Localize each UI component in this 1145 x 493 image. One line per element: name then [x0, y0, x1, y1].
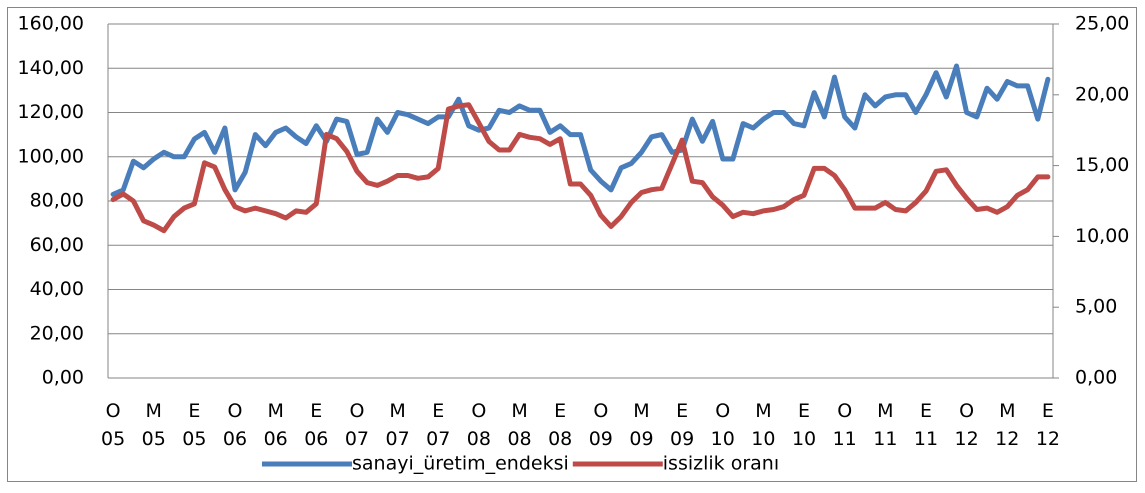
x-tick-label: O 10 [711, 400, 735, 450]
x-tick-label-line: 09 [629, 428, 653, 450]
x-tick-label-line: E [676, 400, 688, 422]
x-tick-label: O 12 [955, 400, 979, 450]
x-tick-label-line: M [877, 400, 893, 422]
y-tick-label: 60,00 [30, 234, 84, 256]
y-tick-label: 20,00 [30, 322, 84, 344]
x-tick-label-line: 06 [304, 428, 328, 450]
y2-tick-label: 15,00 [1075, 154, 1129, 176]
x-tick-label: E 11 [914, 400, 938, 450]
x-tick-label-line: 10 [751, 428, 775, 450]
y-tick-label: 100,00 [18, 145, 84, 167]
x-tick-label: O 08 [467, 400, 491, 450]
series-line [110, 63, 1051, 197]
x-tick-label-line: M [511, 400, 527, 422]
x-tick-label-line: 08 [467, 428, 491, 450]
y-tick-label: 120,00 [18, 101, 84, 123]
x-tick-label: E 09 [670, 400, 694, 450]
x-tick-label: O 05 [101, 400, 125, 450]
x-tick-label: E 06 [304, 400, 328, 450]
x-tick-label: M 06 [264, 400, 288, 450]
x-tick-label-line: M [146, 400, 162, 422]
x-tick-label: O 11 [833, 400, 857, 450]
x-tick-label-line: O [593, 400, 608, 422]
y2-tick-label: 5,00 [1075, 296, 1117, 318]
x-tick-label: O 06 [223, 400, 247, 450]
x-tick-label-line: 06 [264, 428, 288, 450]
x-tick-label-line: 07 [426, 428, 450, 450]
x-tick-label-line: 05 [182, 428, 206, 450]
legend-label: issizlik oranı [663, 453, 779, 475]
x-tick-label-line: E [310, 400, 322, 422]
y2-tick-label: 20,00 [1075, 83, 1129, 105]
x-tick-label: M 12 [995, 400, 1019, 450]
x-tick-label: E 05 [182, 400, 206, 450]
y-tick-label: 140,00 [18, 57, 84, 79]
y2-tick-label: 25,00 [1075, 13, 1129, 35]
x-tick-label: M 05 [142, 400, 166, 450]
series-line [110, 102, 1051, 234]
x-tick-label-line: E [798, 400, 810, 422]
x-tick-label: E 07 [426, 400, 450, 450]
x-tick-label-line: O [106, 400, 121, 422]
y-tick-label: 40,00 [30, 278, 84, 300]
x-tick-label-line: 12 [995, 428, 1019, 450]
x-tick-label-line: M [267, 400, 283, 422]
x-tick-label-line: 07 [345, 428, 369, 450]
x-tick-label-line: 11 [833, 428, 857, 450]
y-tick-label: 160,00 [18, 13, 84, 35]
x-tick-label-line: E [188, 400, 200, 422]
legend-label: sanayi_üretim_endeksi [352, 453, 569, 475]
x-tick-label-line: 08 [507, 428, 531, 450]
x-tick-label: M 07 [386, 400, 410, 450]
x-tick-label-line: 10 [711, 428, 735, 450]
x-tick-label-line: 12 [1036, 428, 1060, 450]
x-tick-label-line: 11 [873, 428, 897, 450]
x-tick-label-line: O [837, 400, 852, 422]
x-tick-label: M 09 [629, 400, 653, 450]
x-tick-label-line: E [920, 400, 932, 422]
y-tick-label: 80,00 [30, 190, 84, 212]
x-tick-label: O 09 [589, 400, 613, 450]
x-tick-label-line: M [755, 400, 771, 422]
x-tick-label-line: 12 [955, 428, 979, 450]
x-tick-label-line: 06 [223, 428, 247, 450]
x-tick-label-line: O [959, 400, 974, 422]
x-tick-label: M 11 [873, 400, 897, 450]
x-tick-label-line: O [715, 400, 730, 422]
x-tick-label-line: 11 [914, 428, 938, 450]
x-tick-label: E 10 [792, 400, 816, 450]
x-tick-label-line: M [389, 400, 405, 422]
x-tick-label: M 10 [751, 400, 775, 450]
x-tick-label: E 12 [1036, 400, 1060, 450]
x-tick-label-line: 09 [589, 428, 613, 450]
x-tick-label: O 07 [345, 400, 369, 450]
y2-tick-label: 0,00 [1075, 367, 1117, 389]
y-tick-label: 0,00 [42, 367, 84, 389]
x-tick-label-line: M [999, 400, 1015, 422]
x-tick-label: M 08 [507, 400, 531, 450]
y2-tick-label: 10,00 [1075, 225, 1129, 247]
x-tick-label-line: M [633, 400, 649, 422]
x-tick-label-line: O [228, 400, 243, 422]
x-tick-label-line: 05 [101, 428, 125, 450]
x-tick-label-line: O [471, 400, 486, 422]
x-tick-label-line: O [349, 400, 364, 422]
x-tick-label-line: E [554, 400, 566, 422]
x-tick-label-line: 05 [142, 428, 166, 450]
x-tick-label-line: 07 [386, 428, 410, 450]
x-tick-label-line: E [1042, 400, 1054, 422]
x-tick-label-line: E [432, 400, 444, 422]
x-tick-label-line: 08 [548, 428, 572, 450]
x-tick-label-line: 10 [792, 428, 816, 450]
x-tick-label-line: 09 [670, 428, 694, 450]
x-tick-label: E 08 [548, 400, 572, 450]
